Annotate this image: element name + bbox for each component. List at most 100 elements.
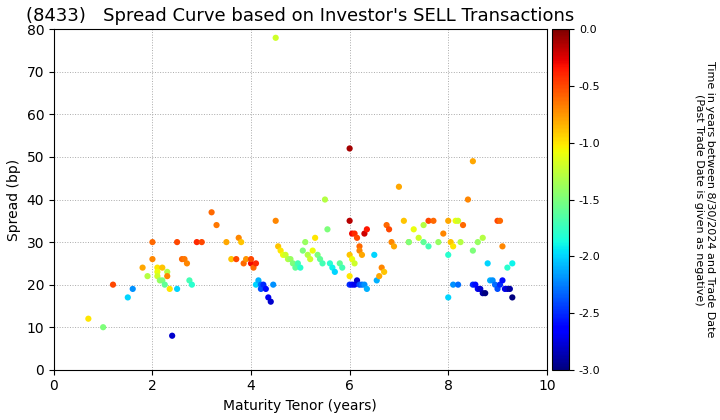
Point xyxy=(280,252,292,258)
Point xyxy=(379,268,390,275)
Point xyxy=(267,281,279,288)
Point xyxy=(186,281,197,288)
Point xyxy=(388,243,400,250)
Point xyxy=(445,239,456,245)
Y-axis label: Time in years between 8/30/2024 and Trade Date
(Past Trade Date is given as nega: Time in years between 8/30/2024 and Trad… xyxy=(694,61,716,338)
Point xyxy=(447,243,459,250)
Point xyxy=(497,277,508,284)
Point xyxy=(284,256,296,262)
Point xyxy=(277,252,289,258)
Point xyxy=(263,294,274,301)
Point xyxy=(477,290,488,297)
Point xyxy=(246,260,257,267)
Point xyxy=(346,230,358,237)
Point xyxy=(354,281,365,288)
Point xyxy=(497,243,508,250)
Point xyxy=(176,256,188,262)
Point xyxy=(107,281,119,288)
Point xyxy=(386,239,397,245)
Point xyxy=(393,184,405,190)
Point xyxy=(485,277,496,284)
Point xyxy=(179,256,190,262)
Point xyxy=(447,281,459,288)
Point xyxy=(265,298,276,305)
Point xyxy=(282,256,294,262)
Point xyxy=(300,239,311,245)
Point xyxy=(356,281,368,288)
Point xyxy=(292,260,304,267)
Point xyxy=(159,281,171,288)
Point xyxy=(319,196,330,203)
Point xyxy=(472,286,484,292)
Point xyxy=(381,222,392,228)
Point xyxy=(152,273,163,279)
Point xyxy=(97,324,109,331)
Point xyxy=(344,281,356,288)
Point xyxy=(418,239,429,245)
Point xyxy=(346,281,358,288)
Point xyxy=(403,239,415,245)
Point xyxy=(246,256,257,262)
Point xyxy=(251,260,262,267)
Point xyxy=(324,260,336,267)
Point xyxy=(452,218,464,224)
Point xyxy=(191,239,202,245)
Point xyxy=(356,252,368,258)
Point xyxy=(348,260,360,267)
Point xyxy=(315,256,326,262)
Point xyxy=(467,281,479,288)
Point xyxy=(238,260,249,267)
Point xyxy=(156,264,168,271)
Point xyxy=(240,256,252,262)
Point xyxy=(344,273,356,279)
Point xyxy=(482,260,493,267)
Point xyxy=(251,281,262,288)
Point xyxy=(359,281,370,288)
Point xyxy=(302,252,313,258)
Point xyxy=(171,239,183,245)
Point xyxy=(147,239,158,245)
Point xyxy=(137,264,148,271)
Point xyxy=(423,243,434,250)
Point xyxy=(398,218,410,224)
Point xyxy=(206,209,217,215)
Point xyxy=(270,34,282,41)
Point xyxy=(166,332,178,339)
Point xyxy=(504,286,516,292)
Point xyxy=(361,226,373,233)
Point xyxy=(253,277,264,284)
Point xyxy=(181,260,193,267)
Point xyxy=(452,281,464,288)
Point xyxy=(161,273,173,279)
Point xyxy=(233,234,245,241)
Point xyxy=(383,226,395,233)
X-axis label: Maturity Tenor (years): Maturity Tenor (years) xyxy=(223,399,377,413)
Point xyxy=(83,315,94,322)
Point xyxy=(255,281,266,288)
Point xyxy=(312,252,323,258)
Point xyxy=(260,286,271,292)
Point xyxy=(467,158,479,165)
Point xyxy=(164,286,176,292)
Point xyxy=(403,239,415,245)
Point xyxy=(142,273,153,279)
Point xyxy=(499,286,510,292)
Point xyxy=(462,196,474,203)
Point xyxy=(287,260,299,267)
Point xyxy=(408,226,420,233)
Point xyxy=(351,277,363,284)
Point xyxy=(418,222,429,228)
Point xyxy=(346,256,358,262)
Point xyxy=(490,281,501,288)
Point xyxy=(322,226,333,233)
Point xyxy=(423,218,434,224)
Point xyxy=(457,222,469,228)
Point xyxy=(152,268,163,275)
Point xyxy=(289,264,301,271)
Point xyxy=(122,294,133,301)
Point xyxy=(275,247,287,254)
Point xyxy=(171,286,183,292)
Point xyxy=(127,286,138,292)
Point xyxy=(329,268,341,275)
Point xyxy=(152,264,163,271)
